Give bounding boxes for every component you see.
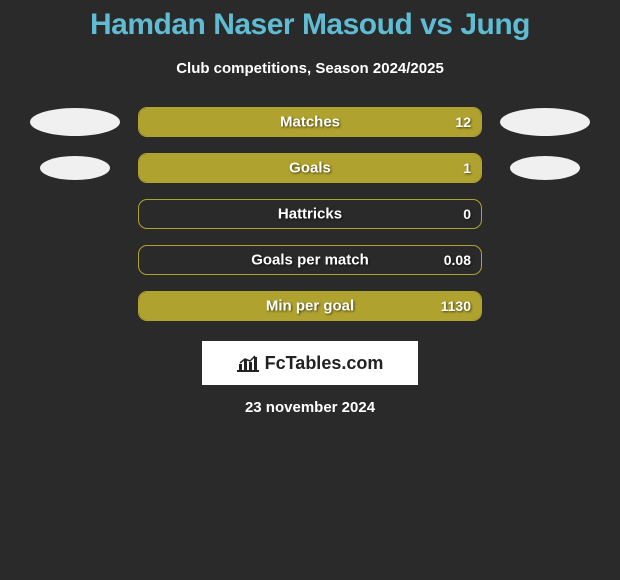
player-ellipse-left <box>40 156 110 180</box>
stat-row: Goals per match 0.08 <box>0 245 620 275</box>
stat-bar: Hattricks 0 <box>138 199 482 229</box>
page-title: Hamdan Naser Masoud vs Jung <box>0 8 620 42</box>
chart-icon <box>237 354 259 372</box>
stat-bar: Min per goal 1130 <box>138 291 482 321</box>
ellipse-spacer <box>500 156 590 180</box>
page-subtitle: Club competitions, Season 2024/2025 <box>0 60 620 77</box>
footer-logo-text: FcTables.com <box>265 353 384 374</box>
stat-label: Min per goal <box>139 298 481 315</box>
stat-value: 1 <box>463 160 471 176</box>
ellipse-spacer <box>30 156 120 180</box>
stat-bar: Matches 12 <box>138 107 482 137</box>
stat-value: 1130 <box>441 298 471 314</box>
footer-date: 23 november 2024 <box>0 399 620 416</box>
stat-label: Goals <box>139 160 481 177</box>
player-ellipse-right <box>510 156 580 180</box>
stat-value: 12 <box>455 114 471 130</box>
stat-label: Hattricks <box>139 206 481 223</box>
infographic-container: Hamdan Naser Masoud vs Jung Club competi… <box>0 0 620 416</box>
stat-value: 0.08 <box>444 252 471 268</box>
stat-value: 0 <box>463 206 471 222</box>
stat-row: Goals 1 <box>0 153 620 183</box>
stat-row: Hattricks 0 <box>0 199 620 229</box>
stat-label: Goals per match <box>139 252 481 269</box>
footer-logo: FcTables.com <box>202 341 418 385</box>
stat-row: Min per goal 1130 <box>0 291 620 321</box>
player-ellipse-right <box>500 108 590 136</box>
stat-bar: Goals 1 <box>138 153 482 183</box>
stat-label: Matches <box>139 114 481 131</box>
stats-area: Matches 12 Goals 1 Hattricks <box>0 107 620 321</box>
player-ellipse-left <box>30 108 120 136</box>
stat-bar: Goals per match 0.08 <box>138 245 482 275</box>
stat-row: Matches 12 <box>0 107 620 137</box>
